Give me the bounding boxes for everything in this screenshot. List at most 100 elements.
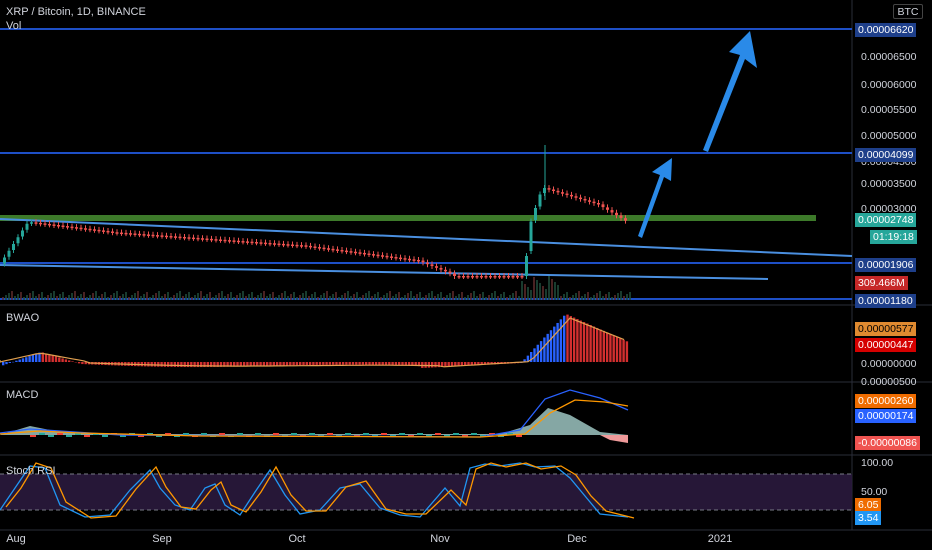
volume-bar [86, 297, 88, 300]
volume-bar [191, 297, 193, 300]
candle [309, 245, 312, 248]
volume-bar [287, 296, 289, 300]
candle [228, 240, 231, 242]
candle [106, 230, 110, 233]
candle [273, 243, 276, 245]
bwao-bar [25, 357, 28, 362]
volume-bar [386, 293, 388, 300]
volume-bar [548, 276, 550, 300]
bwao-bar [31, 354, 35, 362]
volume-bar [155, 293, 157, 300]
volume-bar [146, 292, 148, 300]
bwao-bar [576, 319, 579, 362]
candle [525, 256, 528, 276]
candle [372, 254, 375, 256]
bwao-bar [619, 338, 622, 362]
macd-histogram-bar [165, 433, 171, 435]
volume-bar [404, 295, 406, 300]
volume-bar [242, 291, 244, 300]
candle [498, 276, 501, 278]
bwao-bar [239, 362, 242, 367]
volume-bar [8, 293, 10, 300]
macd-value-badge: -0.00000086 [855, 436, 920, 450]
volume-bar [563, 294, 565, 300]
bwao-bar [355, 362, 358, 365]
macd-histogram-bar [453, 433, 459, 435]
volume-bar [125, 292, 127, 300]
candle [466, 276, 470, 278]
volume-bar [89, 295, 91, 300]
candle [435, 266, 438, 268]
bwao-bar [11, 361, 15, 363]
bwao-bar [454, 362, 457, 367]
bwao-bar [295, 362, 299, 366]
volume-bar [149, 297, 151, 300]
volume-bar [230, 292, 232, 300]
bwao-bar [322, 362, 325, 365]
macd-signal-line [0, 399, 629, 438]
macd-histogram-bar [102, 435, 108, 437]
price-tick: 0.00003000 [861, 203, 917, 215]
bwao-bar [394, 362, 398, 366]
bwao-bar [28, 356, 31, 362]
volume-bar [251, 292, 253, 300]
bwao-bar [427, 362, 431, 368]
candle [237, 240, 240, 243]
bwao-bar [351, 362, 355, 365]
volume-bar [206, 294, 208, 300]
bwao-bar [602, 330, 605, 362]
bwao-bar [464, 362, 467, 366]
volume-bar [320, 295, 322, 300]
bwao-bar [54, 356, 58, 362]
bwao-bar [407, 362, 411, 366]
bwao-bar [487, 362, 490, 365]
volume-bar [581, 296, 583, 300]
bwao-bar [374, 362, 378, 365]
candle [489, 276, 492, 278]
candle [241, 241, 245, 243]
bwao-bar [361, 362, 365, 365]
bwao-bar [2, 362, 5, 366]
volume-bar [443, 297, 445, 300]
stoch-band [0, 474, 852, 510]
candle [12, 244, 15, 250]
bwao-bar [259, 362, 262, 367]
bwao-bar [48, 354, 51, 362]
volume-bar [236, 295, 238, 300]
volume-bar [587, 292, 589, 300]
candle [205, 238, 209, 241]
candle [183, 236, 186, 239]
candle [385, 255, 389, 258]
volume-bar [593, 295, 595, 300]
macd-histogram-bar [48, 435, 54, 437]
bwao-bar [183, 362, 186, 368]
candle [394, 257, 398, 259]
volume-bar [533, 277, 535, 300]
volume-bar [56, 296, 58, 300]
volume-bar [47, 295, 49, 300]
candle [39, 222, 42, 225]
currency-button[interactable]: BTC [893, 4, 923, 19]
macd-histogram-negative [600, 435, 628, 443]
arrow-short [638, 158, 672, 238]
bwao-bar [625, 341, 629, 362]
candle [174, 236, 177, 238]
volume-bar [362, 295, 364, 300]
volume-bar [383, 295, 385, 300]
volume-bar [233, 297, 235, 300]
volume-bar [359, 297, 361, 300]
volume-bar [215, 295, 217, 300]
volume-bar [80, 294, 82, 300]
time-tick: Sep [152, 533, 172, 545]
bwao-bar [262, 362, 266, 367]
bwao-label: BWAO [6, 312, 40, 324]
stoch-k-line [0, 462, 629, 518]
candle [601, 204, 605, 208]
candle [547, 188, 551, 190]
candle [327, 248, 330, 250]
bwao-bar [315, 362, 318, 365]
candle [219, 239, 222, 241]
candle [376, 254, 380, 257]
